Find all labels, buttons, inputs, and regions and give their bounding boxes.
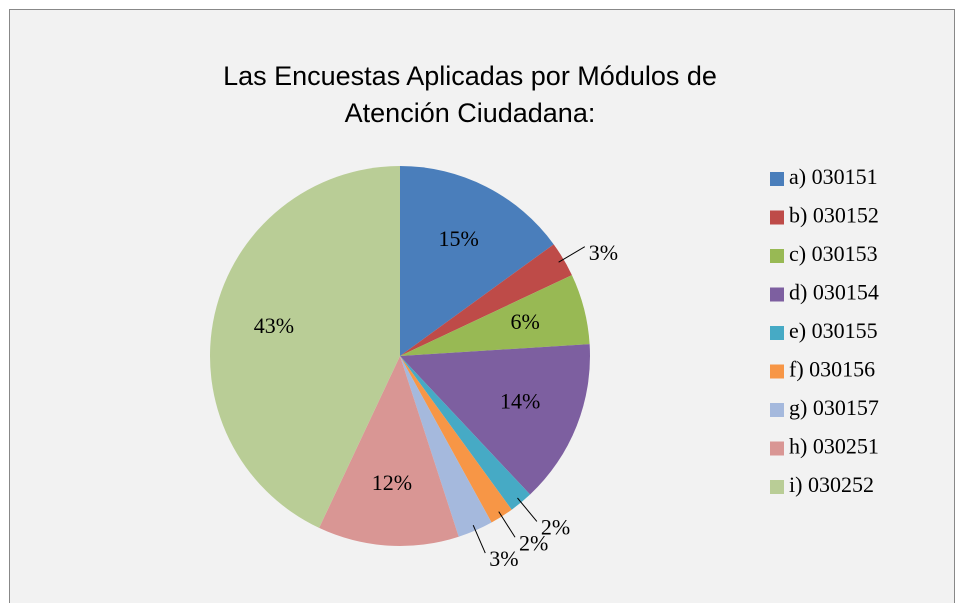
data-label: 15%: [438, 226, 478, 251]
leader-line: [558, 246, 586, 263]
pie-slice: [400, 356, 492, 537]
legend-label: b) 030152: [789, 203, 879, 228]
legend-label: a) 030151: [789, 164, 878, 189]
pie-slice: [400, 356, 531, 510]
pie-slice: [400, 344, 590, 495]
legend-swatch: [770, 480, 784, 494]
pie-slice: [400, 244, 572, 356]
legend-label: d) 030154: [789, 280, 879, 305]
pie-slice: [400, 356, 512, 523]
data-label: 3%: [589, 240, 618, 265]
data-label: 43%: [254, 313, 294, 338]
legend-swatch: [770, 287, 784, 302]
leader-line: [498, 511, 516, 538]
legend-swatch: [770, 326, 784, 340]
data-label: 6%: [510, 309, 539, 334]
data-label: 14%: [500, 389, 540, 414]
legend-label: f) 030156: [789, 357, 875, 382]
legend-label: h) 030251: [789, 434, 879, 459]
pie-slice: [209, 166, 400, 528]
chart-title: Las Encuestas Aplicadas por Módulos de A…: [223, 61, 717, 128]
pie-slice: [319, 356, 459, 546]
legend-swatch: [770, 364, 784, 379]
legend-label: e) 030155: [789, 318, 878, 343]
legend-swatch: [770, 441, 784, 456]
legend-swatch: [770, 249, 784, 263]
leader-line: [472, 524, 486, 554]
legend-label: i) 030252: [789, 472, 874, 497]
pie-slice: [400, 166, 554, 356]
leader-line: [517, 497, 538, 522]
data-label: 12%: [372, 470, 412, 495]
legend-label: g) 030157: [789, 395, 879, 420]
legend-swatch: [770, 403, 784, 417]
legend-label: c) 030153: [789, 241, 878, 266]
legend-swatch: [770, 210, 784, 225]
data-label: 2%: [519, 530, 548, 555]
pie-slice: [400, 275, 590, 356]
data-label: 3%: [489, 546, 518, 571]
legend-swatch: [770, 172, 784, 186]
data-label: 2%: [541, 514, 570, 539]
